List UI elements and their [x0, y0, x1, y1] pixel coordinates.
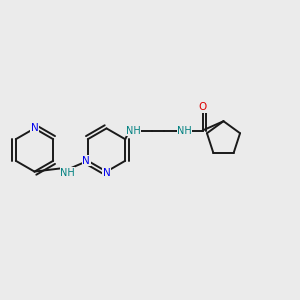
Text: N: N — [82, 156, 90, 166]
Text: NH: NH — [126, 125, 141, 136]
Text: NH: NH — [60, 167, 75, 178]
Text: N: N — [103, 168, 110, 178]
Text: NH: NH — [177, 125, 192, 136]
Text: N: N — [31, 123, 38, 134]
Text: O: O — [198, 102, 207, 112]
